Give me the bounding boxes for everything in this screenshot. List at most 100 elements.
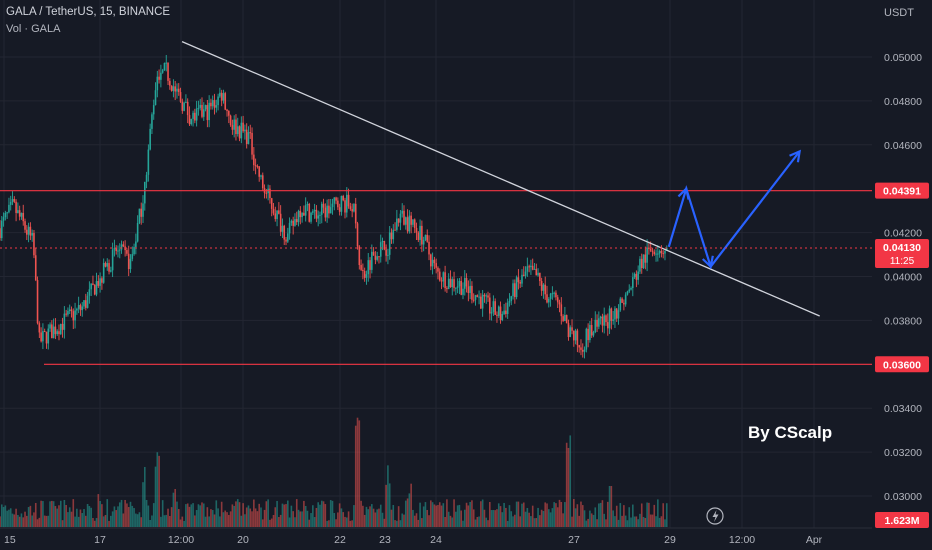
volume-bar bbox=[347, 511, 350, 527]
volume-bar bbox=[410, 483, 412, 527]
volume-bar bbox=[36, 519, 39, 527]
candle-body bbox=[342, 195, 345, 201]
candle-body bbox=[295, 219, 298, 223]
volume-bar bbox=[449, 515, 452, 527]
candle-body bbox=[635, 273, 638, 280]
volume-bar bbox=[388, 483, 391, 527]
time-tick-label: 12:00 bbox=[168, 534, 194, 546]
volume-bar bbox=[115, 510, 117, 527]
volume-bar bbox=[490, 510, 493, 527]
candle-body bbox=[202, 109, 205, 117]
volume-bar bbox=[644, 517, 647, 527]
volume-bar bbox=[610, 486, 613, 527]
horizontal-levels[interactable] bbox=[0, 190, 872, 365]
candle-body bbox=[185, 101, 187, 103]
candle-body bbox=[571, 327, 573, 331]
candle-body bbox=[33, 233, 35, 256]
volume-bar bbox=[149, 520, 151, 527]
volume-bar bbox=[408, 493, 411, 527]
candle-body bbox=[269, 188, 271, 199]
symbol-title[interactable]: GALA / TetherUS, 15, BINANCE bbox=[6, 6, 170, 18]
volume-bar bbox=[623, 505, 625, 527]
candle-body bbox=[419, 225, 421, 240]
volume-bar bbox=[399, 520, 402, 527]
candle-body bbox=[9, 201, 12, 205]
time-tick-label: 12:00 bbox=[729, 534, 755, 546]
trendline[interactable] bbox=[181, 41, 820, 317]
candle-body bbox=[471, 285, 473, 300]
candle-body bbox=[555, 292, 557, 298]
volume-bar bbox=[374, 512, 377, 527]
volume-bar bbox=[417, 519, 420, 527]
volume-bar bbox=[514, 514, 516, 527]
candle-body bbox=[183, 102, 185, 111]
candle-body bbox=[290, 220, 293, 223]
volume-bar bbox=[530, 516, 532, 527]
candle-body bbox=[285, 239, 287, 242]
candle-body bbox=[244, 129, 246, 132]
candle-body bbox=[590, 325, 593, 336]
volume-bar bbox=[169, 516, 171, 527]
volume-title[interactable]: Vol · GALA bbox=[6, 23, 61, 35]
time-axis[interactable] bbox=[0, 528, 872, 550]
candle-body bbox=[626, 291, 629, 295]
candle-body bbox=[167, 62, 169, 81]
time-tick-labels: 15 17 12:00 20 22 23 24 27 29 12:00 Apr bbox=[4, 534, 823, 546]
volume-bar bbox=[186, 503, 189, 527]
candle-body bbox=[644, 254, 647, 263]
volume-bar bbox=[540, 509, 543, 527]
volume-bar bbox=[381, 512, 384, 527]
volume-bar bbox=[424, 502, 427, 527]
candle-body bbox=[210, 102, 212, 107]
candle-body bbox=[430, 254, 432, 267]
volume-bar bbox=[319, 504, 321, 527]
volume-bar bbox=[83, 509, 85, 527]
lightning-icon[interactable] bbox=[706, 507, 724, 525]
projection-arrow-path[interactable] bbox=[667, 150, 801, 269]
volume-bar bbox=[26, 515, 28, 527]
volume-bar bbox=[430, 500, 432, 527]
candle-body bbox=[70, 309, 73, 312]
volume-bar bbox=[308, 519, 311, 527]
candle-body bbox=[455, 287, 457, 289]
candle-body bbox=[528, 266, 530, 268]
volume-bar bbox=[455, 511, 457, 527]
volume-bar bbox=[662, 503, 664, 527]
candle-body bbox=[253, 154, 255, 166]
candle-body bbox=[238, 126, 241, 139]
candle-body bbox=[399, 213, 402, 223]
candle-body bbox=[580, 347, 582, 350]
volume-bar bbox=[147, 505, 150, 527]
candle-body bbox=[126, 250, 128, 254]
volume-bar bbox=[253, 499, 255, 527]
candle-body bbox=[633, 273, 636, 278]
volume-bar bbox=[240, 515, 243, 527]
price-axis[interactable] bbox=[872, 0, 932, 550]
price-tick-label: 0.04800 bbox=[884, 96, 922, 108]
volume-bar bbox=[294, 517, 296, 527]
candle-body bbox=[20, 212, 23, 217]
candle-body bbox=[601, 316, 604, 326]
volume-bar bbox=[135, 513, 137, 527]
candle-body bbox=[381, 241, 384, 243]
candle-body bbox=[170, 85, 173, 91]
time-tick-label: 22 bbox=[334, 534, 346, 546]
volume-bar bbox=[235, 501, 237, 527]
volume-bar bbox=[79, 509, 82, 527]
candle-body bbox=[512, 283, 514, 297]
candle-body bbox=[657, 253, 659, 255]
volume-bar bbox=[438, 502, 441, 527]
volume-bar bbox=[190, 504, 193, 527]
candle-body bbox=[396, 218, 398, 230]
volume-bar bbox=[47, 515, 50, 527]
candle-body bbox=[569, 327, 572, 338]
volume-bar bbox=[74, 516, 76, 527]
candle-body bbox=[213, 100, 216, 108]
volume-bar bbox=[192, 503, 194, 527]
volume-bar bbox=[635, 516, 638, 527]
candle-body bbox=[292, 220, 294, 226]
volume-bar bbox=[521, 503, 523, 527]
candle-body bbox=[449, 278, 452, 288]
candle-body bbox=[655, 253, 657, 255]
